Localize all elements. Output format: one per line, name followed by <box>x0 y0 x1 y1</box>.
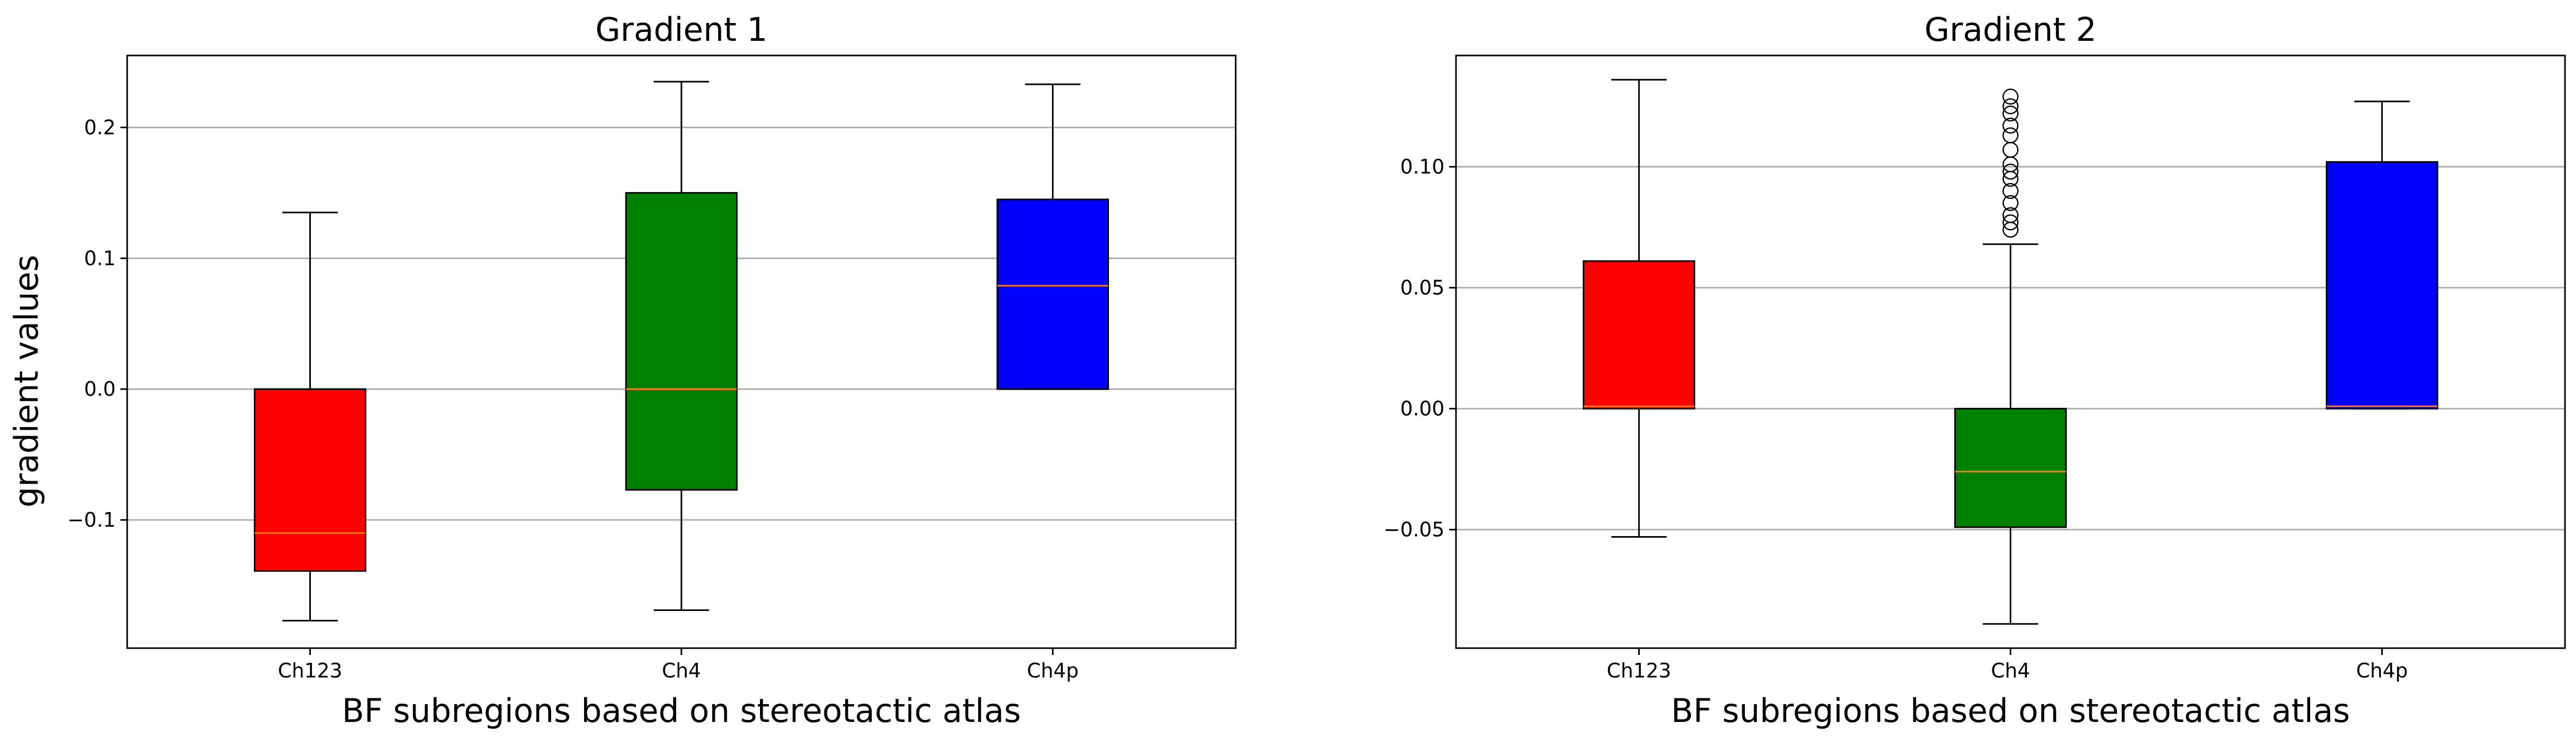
y-tick-label: 0.00 <box>1400 397 1444 420</box>
x-tick-label: Ch123 <box>1607 659 1671 682</box>
y-axis-label: gradient values <box>7 255 46 508</box>
outlier-point <box>2002 195 2019 212</box>
outlier-point <box>2002 163 2019 180</box>
box-body <box>2325 161 2438 410</box>
outlier-point <box>2002 88 2019 105</box>
y-tick-label: 0.05 <box>1400 276 1444 299</box>
box-ch4 <box>1954 88 2067 625</box>
outlier-point <box>2002 117 2019 134</box>
box-body <box>625 192 738 491</box>
gradient-2-panel: −0.05 0.00 0.05 0.10 Ch123 Ch4 Ch4p Gradient 2 B… <box>1384 10 2566 730</box>
chart-title: Gradient 2 <box>1924 10 2097 49</box>
x-tick-label: Ch123 <box>278 659 342 682</box>
y-tick-label: −0.1 <box>68 508 116 531</box>
y-tick-label: 0.0 <box>84 377 116 401</box>
outlier-point <box>2002 214 2019 231</box>
x-tick-label: Ch4 <box>1991 659 2030 682</box>
y-tick-label: −0.05 <box>1384 518 1444 541</box>
x-tick-label: Ch4p <box>2356 659 2408 682</box>
y-tick-label: 0.1 <box>84 247 116 270</box>
outlier-point <box>2002 207 2019 224</box>
x-tick-label: Ch4p <box>1027 659 1079 682</box>
y-tick-label: 0.2 <box>84 116 116 139</box>
y-tick-label: 0.10 <box>1400 155 1444 179</box>
chart-title: Gradient 1 <box>595 10 767 49</box>
box-ch123 <box>1583 79 1696 538</box>
outlier-point <box>2002 183 2019 199</box>
box-body <box>996 198 1109 390</box>
box-body <box>1954 408 2067 528</box>
x-tick-label: Ch4 <box>662 659 701 682</box>
box-ch123 <box>254 212 366 622</box>
box-body <box>254 388 366 572</box>
gradient-1-panel: −0.1 0.0 0.1 0.2 Ch123 Ch4 Ch4p Gradient 1 BF su… <box>68 10 1237 730</box>
outlier-point <box>2002 98 2019 115</box>
x-axis-label: BF subregions based on stereotactic atla… <box>342 692 1021 730</box>
box-ch4 <box>625 81 738 611</box>
box-ch4p <box>996 83 1109 390</box>
outlier-point <box>2002 127 2019 143</box>
outlier-point <box>2002 105 2019 122</box>
box-body <box>1583 260 1696 410</box>
box-ch4p <box>2325 101 2438 410</box>
x-axis-label: BF subregions based on stereotactic atla… <box>1671 692 2350 730</box>
